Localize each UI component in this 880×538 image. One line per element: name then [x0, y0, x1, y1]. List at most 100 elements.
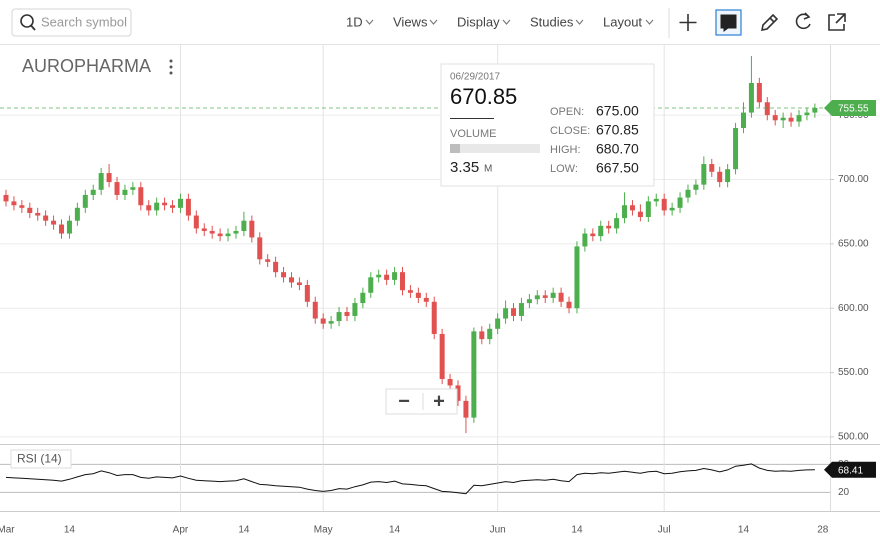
chevron	[645, 19, 654, 25]
menu-studies[interactable]: Studies	[530, 14, 574, 29]
candle-body	[534, 295, 540, 300]
chevron	[575, 19, 584, 25]
candle-body	[812, 108, 818, 113]
candle-body	[384, 274, 390, 280]
menu-views[interactable]: Views	[393, 14, 428, 29]
toolbar: Search symbol 1D Views Display Studies L…	[0, 8, 880, 45]
x-tick-label: May	[314, 525, 333, 536]
candle-body	[550, 292, 556, 298]
y-tick-label: 500.00	[838, 432, 869, 443]
candle-body	[185, 198, 191, 216]
rsi-label: RSI (14)	[17, 452, 62, 466]
tooltip-volume: 3.35	[450, 159, 479, 176]
candle-body	[201, 228, 207, 231]
draw-button[interactable]	[760, 13, 779, 32]
candle-body	[733, 128, 739, 170]
candle-body	[122, 189, 128, 195]
x-tick-label: 14	[64, 525, 76, 536]
candle-body	[701, 164, 707, 185]
candle-body	[788, 117, 794, 122]
candle-body	[471, 331, 477, 418]
candle-body	[606, 225, 612, 229]
zoom-box	[385, 388, 458, 415]
candle-body	[423, 297, 429, 302]
menu-layout[interactable]: Layout	[603, 14, 642, 29]
rsi-label-box	[10, 449, 72, 469]
grid	[0, 45, 830, 511]
tooltip-volume-label: VOLUME	[450, 128, 496, 140]
candle-body	[376, 274, 382, 278]
tooltip-field-value: 667.50	[596, 160, 639, 176]
zoom-in[interactable]: +	[433, 390, 445, 412]
rsi-line	[5, 463, 815, 495]
dot	[169, 71, 173, 75]
candle-body	[518, 303, 524, 316]
zoom-out[interactable]: −	[398, 390, 410, 412]
chevron	[502, 19, 511, 25]
candle-body	[661, 198, 667, 211]
y-tick-label: 650.00	[838, 238, 869, 249]
candle-body	[193, 215, 199, 229]
candle-body	[455, 385, 461, 401]
candle-body	[162, 202, 168, 206]
candle-body	[19, 205, 25, 208]
candle-body	[487, 328, 493, 340]
candle-body	[717, 171, 723, 183]
plot	[3, 55, 818, 495]
x-tick-label: Mar	[0, 525, 15, 536]
candle-body	[526, 299, 532, 304]
candle-body	[479, 331, 485, 340]
tooltip-field-label: CLOSE:	[550, 125, 590, 137]
candle-body	[407, 290, 413, 293]
candle-body	[574, 246, 580, 309]
menu-interval[interactable]: 1D	[346, 14, 363, 29]
popout-button[interactable]	[828, 13, 846, 31]
rsi-tick-label: 20	[838, 487, 850, 498]
menu-display[interactable]: Display	[457, 14, 500, 29]
last-price-label: 755.55	[838, 104, 869, 115]
candle-body	[709, 164, 715, 172]
crosshair-button[interactable]	[679, 14, 697, 31]
candle-body	[27, 207, 33, 213]
candle-body	[740, 112, 746, 129]
y-tick-label: 550.00	[838, 367, 869, 378]
reset-button[interactable]	[795, 12, 811, 30]
search-box[interactable]	[11, 8, 132, 37]
candle-body	[265, 259, 271, 262]
x-tick-label: Jun	[490, 525, 506, 536]
candle-body	[558, 292, 564, 302]
volume-fill	[450, 144, 460, 153]
candle-body	[138, 187, 144, 206]
candle-body	[622, 205, 628, 219]
x-tick-label: 14	[738, 525, 750, 536]
tooltip-date: 06/29/2017	[450, 72, 500, 83]
tooltip-field-value: 680.70	[596, 141, 639, 157]
candle-body	[90, 189, 96, 195]
candle-body	[669, 207, 675, 211]
rsi-tag	[824, 461, 876, 478]
candle-body	[288, 277, 294, 283]
candle-body	[82, 194, 88, 208]
dot	[169, 65, 173, 69]
x-tick-label: Jul	[658, 525, 671, 536]
symbol-menu[interactable]	[169, 59, 173, 75]
x-tick-label: 14	[389, 525, 401, 536]
chevrons	[365, 19, 654, 25]
candle-body	[804, 112, 810, 116]
candle-body	[312, 301, 318, 319]
candle-body	[11, 201, 17, 206]
x-tick-label: 14	[238, 525, 250, 536]
candle-body	[677, 197, 683, 208]
candle-body	[344, 312, 350, 316]
candle-body	[566, 301, 572, 309]
candle-body	[796, 115, 802, 122]
candle-body	[296, 282, 302, 286]
candle-body	[352, 303, 358, 316]
y-tick-label: 600.00	[838, 303, 869, 314]
candle-body	[764, 102, 770, 116]
last-price-tag	[824, 100, 876, 117]
candle-body	[66, 220, 72, 234]
candle-body	[98, 173, 104, 190]
candle-body	[772, 115, 778, 121]
